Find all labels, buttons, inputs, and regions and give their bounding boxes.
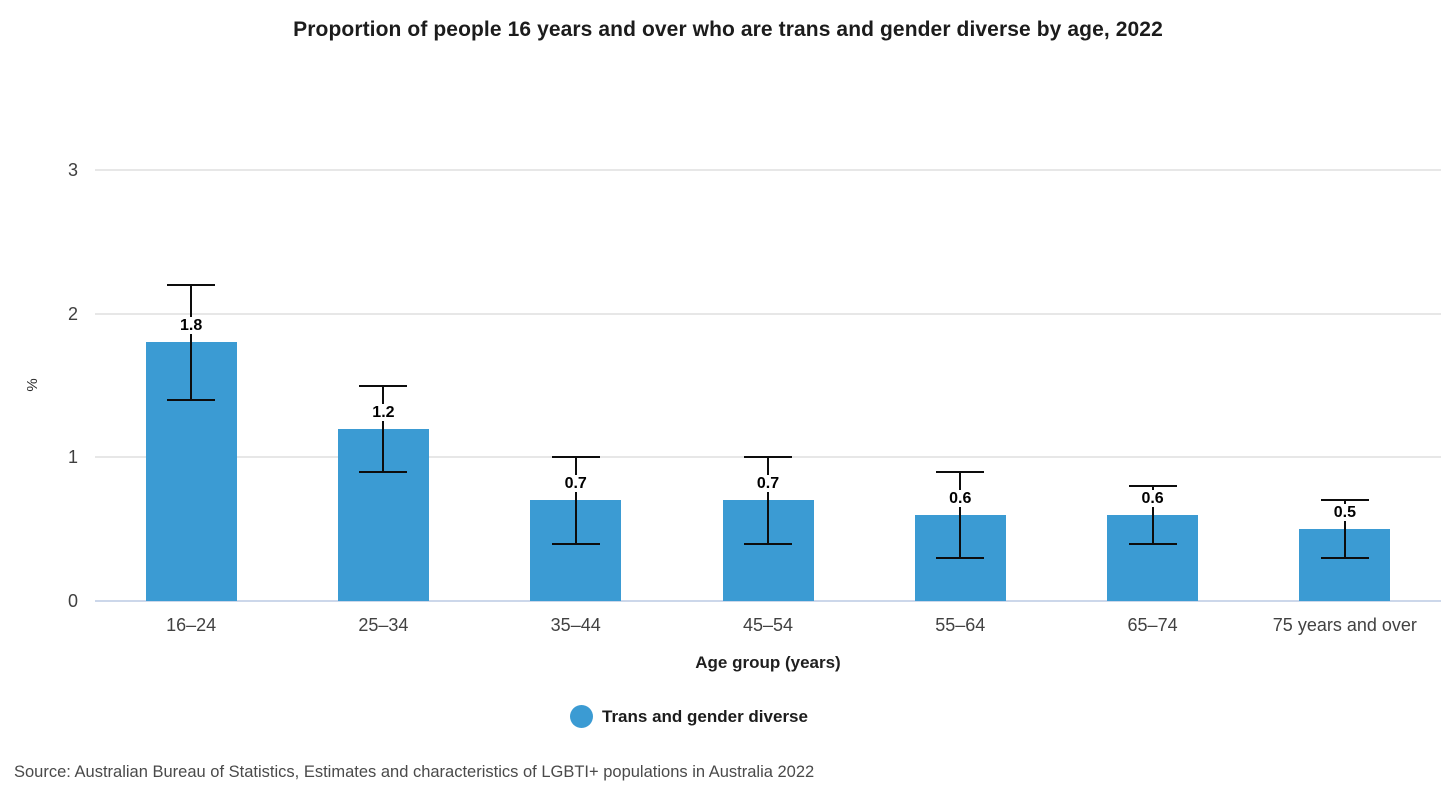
- value-label: 0.5: [1332, 504, 1357, 522]
- error-bar-cap-top: [936, 470, 985, 473]
- y-tick-label: 2: [67, 303, 78, 324]
- error-bar-cap-bottom: [551, 542, 600, 545]
- error-bar-cap-top: [167, 283, 216, 286]
- y-tick-label: 1: [67, 447, 78, 468]
- error-bar-line: [959, 471, 962, 558]
- value-label: 1.8: [179, 317, 204, 335]
- x-tick-label: 55–64: [935, 615, 986, 635]
- error-bar-cap-bottom: [1320, 556, 1369, 559]
- x-tick-label: 35–44: [550, 615, 601, 635]
- x-tick-label: 45–54: [742, 615, 794, 635]
- y-tick-label: 3: [67, 160, 78, 180]
- value-label: 0.6: [1140, 489, 1165, 507]
- legend: Trans and gender diverse: [570, 705, 808, 728]
- error-bar-cap-top: [359, 384, 408, 387]
- error-bar-cap-top: [551, 456, 600, 459]
- x-tick-label: 65–74: [1127, 615, 1178, 635]
- error-bar-cap-top: [1320, 499, 1369, 502]
- value-label: 0.6: [948, 489, 973, 507]
- value-label: 1.2: [371, 403, 396, 421]
- x-axis-line: [95, 600, 1441, 602]
- error-bar-cap-bottom: [936, 556, 985, 559]
- y-axis-label: %: [24, 378, 41, 392]
- x-axis-title: Age group (years): [695, 653, 841, 672]
- gridline: [95, 169, 1441, 171]
- legend-label: Trans and gender diverse: [602, 707, 808, 726]
- error-bar-line: [767, 457, 769, 544]
- error-bar-cap-bottom: [167, 398, 216, 401]
- x-tick-label: 16–24: [166, 615, 217, 635]
- error-bar-line: [382, 385, 385, 472]
- value-label: 0.7: [755, 475, 781, 493]
- error-bar-cap-bottom: [1128, 542, 1177, 545]
- x-tick-label: 25–34: [358, 615, 409, 635]
- error-bar-line: [1343, 500, 1346, 558]
- error-bar-cap-top: [1128, 485, 1177, 488]
- error-bar-line: [574, 457, 577, 544]
- source-attribution: Source: Australian Bureau of Statistics,…: [14, 763, 815, 781]
- error-bar-line: [190, 284, 193, 400]
- value-label: 0.7: [563, 475, 588, 493]
- error-bar-line: [1151, 486, 1154, 544]
- x-tick-label: 75 years and over: [1272, 615, 1417, 635]
- gridline: [95, 312, 1441, 315]
- error-bar-cap-bottom: [359, 470, 408, 473]
- y-tick-label: 0: [67, 591, 78, 611]
- error-bar-cap-bottom: [744, 542, 792, 545]
- error-bar-cap-top: [744, 456, 792, 459]
- chart-title: Proportion of people 16 years and over w…: [293, 18, 1163, 41]
- legend-swatch-icon: [570, 705, 593, 728]
